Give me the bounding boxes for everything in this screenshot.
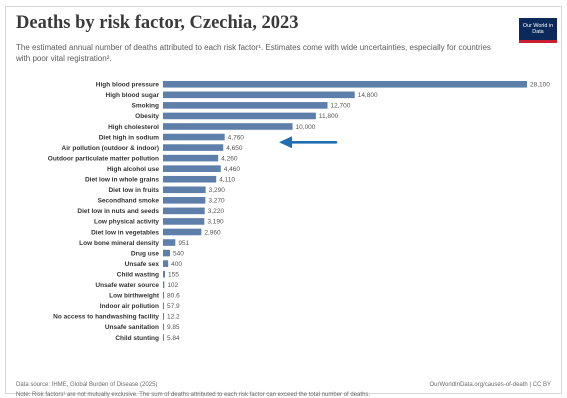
value-label: 9.85 bbox=[167, 324, 180, 331]
bar bbox=[163, 302, 164, 310]
source-link[interactable]: OurWorldInData.org/causes-of-death | CC … bbox=[429, 382, 552, 388]
value-label: 3,190 bbox=[207, 219, 224, 226]
category-label: High blood sugar bbox=[106, 92, 160, 99]
owid-logo[interactable]: Our World in Data bbox=[519, 18, 557, 43]
bar bbox=[163, 249, 170, 257]
value-label: 4,760 bbox=[228, 134, 245, 141]
category-label: High cholesterol bbox=[108, 124, 159, 131]
bar bbox=[163, 334, 164, 341]
category-label: Child stunting bbox=[115, 335, 159, 342]
bar bbox=[163, 154, 219, 162]
category-label: Outdoor particulate matter pollution bbox=[48, 155, 159, 162]
bar bbox=[163, 291, 165, 299]
bar bbox=[163, 91, 355, 99]
value-label: 155 bbox=[168, 271, 179, 278]
bar bbox=[163, 323, 164, 331]
value-label: 28,100 bbox=[530, 82, 550, 89]
bar bbox=[163, 112, 316, 120]
bar bbox=[163, 228, 202, 236]
category-label: High alcohol use bbox=[107, 166, 159, 173]
category-label: Unsafe sanitation bbox=[105, 324, 159, 331]
value-label: 10,000 bbox=[296, 124, 316, 131]
category-label: Obesity bbox=[135, 113, 159, 120]
value-label: 951 bbox=[178, 240, 189, 247]
bar bbox=[163, 123, 293, 130]
category-label: Unsafe sex bbox=[125, 261, 160, 268]
bar bbox=[163, 165, 221, 172]
category-label: Unsafe water source bbox=[95, 282, 159, 289]
value-label: 3,290 bbox=[209, 187, 226, 194]
value-label: 5.84 bbox=[167, 335, 180, 342]
bar bbox=[163, 207, 205, 215]
bar bbox=[163, 239, 176, 246]
category-label: Drug use bbox=[131, 250, 160, 257]
bar bbox=[163, 218, 205, 225]
bar bbox=[163, 144, 224, 151]
value-label: 12,700 bbox=[331, 103, 351, 110]
data-source: Data source: IHME, Global Burden of Dise… bbox=[16, 382, 158, 388]
value-label: 4,110 bbox=[219, 177, 235, 184]
bar bbox=[163, 281, 165, 289]
bar bbox=[163, 313, 164, 320]
value-label: 4,460 bbox=[224, 166, 241, 173]
bar bbox=[163, 260, 169, 267]
category-label: Diet low in fruits bbox=[108, 187, 159, 194]
category-label: Diet low in vegetables bbox=[91, 229, 159, 236]
chart-frame: Deaths by risk factor, Czechia, 2023 The… bbox=[5, 6, 562, 398]
annotation-arrow-head bbox=[279, 136, 292, 149]
category-label: Diet low in whole grains bbox=[85, 177, 159, 184]
category-label: High blood pressure bbox=[96, 82, 160, 89]
category-label: Diet low in nuts and seeds bbox=[77, 208, 159, 215]
bar bbox=[163, 102, 328, 109]
category-label: Low birthweight bbox=[109, 293, 160, 300]
bar bbox=[163, 80, 527, 88]
value-label: 4,650 bbox=[226, 145, 243, 152]
category-label: Low physical activity bbox=[94, 219, 159, 226]
footnote: Note: Risk factors¹ are not mutually exc… bbox=[16, 392, 371, 398]
value-label: 12.2 bbox=[167, 314, 180, 321]
category-label: Air pollution (outdoor & indoor) bbox=[62, 145, 159, 152]
value-label: 3,220 bbox=[208, 208, 225, 215]
value-label: 4,260 bbox=[221, 155, 238, 162]
bar bbox=[163, 133, 225, 141]
bar bbox=[163, 175, 217, 183]
value-label: 14,800 bbox=[358, 92, 378, 99]
bar bbox=[163, 270, 166, 278]
value-label: 400 bbox=[171, 261, 182, 268]
value-label: 2,960 bbox=[204, 229, 221, 236]
category-label: Secondhand smoke bbox=[98, 198, 160, 205]
chart-title: Deaths by risk factor, Czechia, 2023 bbox=[16, 13, 299, 33]
value-label: 57.9 bbox=[167, 303, 180, 310]
bar bbox=[163, 186, 206, 194]
category-label: Low bone mineral density bbox=[79, 240, 159, 247]
category-label: Smoking bbox=[132, 103, 159, 110]
bar bbox=[163, 197, 206, 204]
value-label: 3,270 bbox=[208, 198, 225, 205]
category-label: Indoor air pollution bbox=[100, 303, 159, 310]
value-label: 102 bbox=[167, 282, 178, 289]
chart-subtitle: The estimated annual number of deaths at… bbox=[16, 43, 491, 63]
category-label: Diet high in sodium bbox=[99, 134, 160, 141]
value-label: 80.6 bbox=[167, 293, 180, 300]
category-label: Child wasting bbox=[117, 271, 159, 278]
value-label: 540 bbox=[173, 250, 184, 257]
value-label: 11,800 bbox=[319, 113, 339, 120]
category-label: No access to handwashing facility bbox=[53, 314, 159, 321]
